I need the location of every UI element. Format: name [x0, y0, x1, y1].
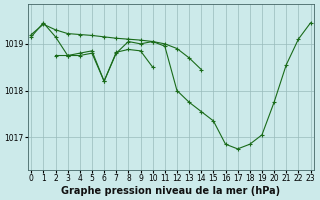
X-axis label: Graphe pression niveau de la mer (hPa): Graphe pression niveau de la mer (hPa): [61, 186, 280, 196]
